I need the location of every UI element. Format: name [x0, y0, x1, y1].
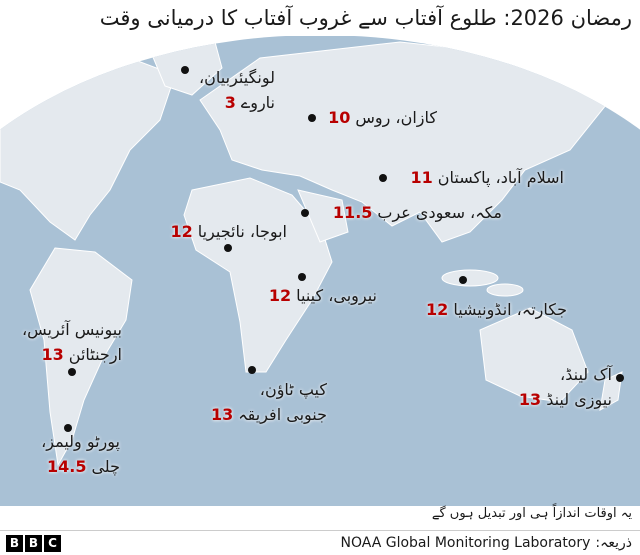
- location-dot: [298, 273, 306, 281]
- location-name: کیپ ٹاؤن،: [259, 380, 327, 399]
- location-dot: [459, 276, 467, 284]
- africa: [183, 177, 333, 373]
- location-name: آک لینڈ،: [560, 365, 612, 384]
- logo-letter: B: [25, 535, 42, 552]
- location-label: نیوزی لینڈ13: [519, 388, 612, 412]
- indonesia: [486, 283, 524, 297]
- fasting-hours: 13: [518, 390, 542, 409]
- logo-letter: C: [44, 535, 61, 552]
- location-dot: [616, 374, 624, 382]
- fasting-hours: 12: [426, 300, 449, 319]
- divider: [0, 530, 640, 531]
- location-dot: [301, 209, 309, 217]
- logo-letter: B: [6, 535, 23, 552]
- location-name: ابوجا، نائجیریا: [197, 222, 287, 241]
- source-label: ذریعہ:: [595, 535, 632, 551]
- fasting-hours: 13: [211, 405, 234, 424]
- location-name: چلی: [91, 457, 120, 476]
- note: یہ اوقات اندازاً ہی اور تبدیل ہوں گے: [431, 506, 632, 521]
- location-label: لونگیئربیان،: [199, 66, 275, 90]
- location-dot: [224, 244, 232, 252]
- australia: [479, 307, 589, 403]
- fasting-hours: 10: [328, 108, 351, 127]
- location-name: ارجنٹائن: [68, 345, 122, 364]
- location-name: مکہ، سعودی عرب: [377, 203, 502, 222]
- fasting-hours: 12: [170, 222, 193, 241]
- location-label: جکارتہ، انڈونیشیا12: [426, 298, 567, 322]
- location-name: پورٹو ولیمز،: [41, 432, 120, 451]
- location-label: ارجنٹائن13: [42, 343, 123, 367]
- location-label: آک لینڈ،: [560, 363, 612, 387]
- fasting-hours: 11.5: [332, 203, 373, 222]
- fasting-hours: 12: [268, 286, 292, 305]
- location-label: جنوبی افریقہ13: [211, 403, 327, 427]
- location-label: کیپ ٹاؤن،: [260, 378, 327, 402]
- location-name: لونگیئربیان،: [199, 68, 275, 87]
- location-name: جکارتہ، انڈونیشیا: [453, 300, 567, 319]
- location-dot: [64, 424, 72, 432]
- location-name: بیونیس آئریس،: [21, 320, 122, 339]
- location-dot: [308, 114, 316, 122]
- location-name: جنوبی افریقہ: [238, 405, 327, 424]
- new-zealand: [599, 371, 623, 411]
- location-label: اسلام آباد، پاکستان11: [411, 166, 564, 190]
- fasting-hours: 11: [410, 168, 433, 187]
- location-dot: [68, 368, 76, 376]
- location-dot: [181, 66, 189, 74]
- location-name: ناروے: [240, 93, 275, 112]
- location-label: مکہ، سعودی عرب11.5: [333, 201, 502, 225]
- location-label: چلی14.5: [47, 455, 120, 479]
- location-label: کازان، روس10: [328, 106, 437, 130]
- south-america: [29, 247, 133, 467]
- location-dot: [248, 366, 256, 374]
- source-name: NOAA Global Monitoring Laboratory: [340, 535, 591, 551]
- location-dot: [379, 174, 387, 182]
- location-label: بیونیس آئریس،: [22, 318, 122, 342]
- location-label: ابوجا، نائجیریا12: [170, 220, 287, 244]
- fasting-hours: 3: [224, 93, 236, 112]
- location-name: نیوزی لینڈ: [546, 390, 612, 409]
- source: ذریعہ:NOAA Global Monitoring Laboratory: [340, 535, 632, 551]
- location-name: کازان، روس: [355, 108, 437, 127]
- map-body: [0, 36, 640, 506]
- indonesia: [441, 269, 499, 287]
- location-name: نیروبی، کینیا: [296, 286, 377, 305]
- location-name: اسلام آباد، پاکستان: [437, 168, 564, 187]
- location-label: نیروبی، کینیا12: [269, 284, 377, 308]
- title: رمضان 2026: طلوع آفتاب سے غروب آفتاب کا …: [99, 6, 632, 30]
- bbc-logo: B B C: [6, 535, 61, 552]
- location-label: پورٹو ولیمز،: [41, 430, 120, 454]
- world-map: [0, 36, 640, 506]
- fasting-hours: 14.5: [46, 457, 87, 476]
- arabia: [297, 189, 349, 243]
- location-label: ناروے3: [225, 91, 275, 115]
- fasting-hours: 13: [41, 345, 64, 364]
